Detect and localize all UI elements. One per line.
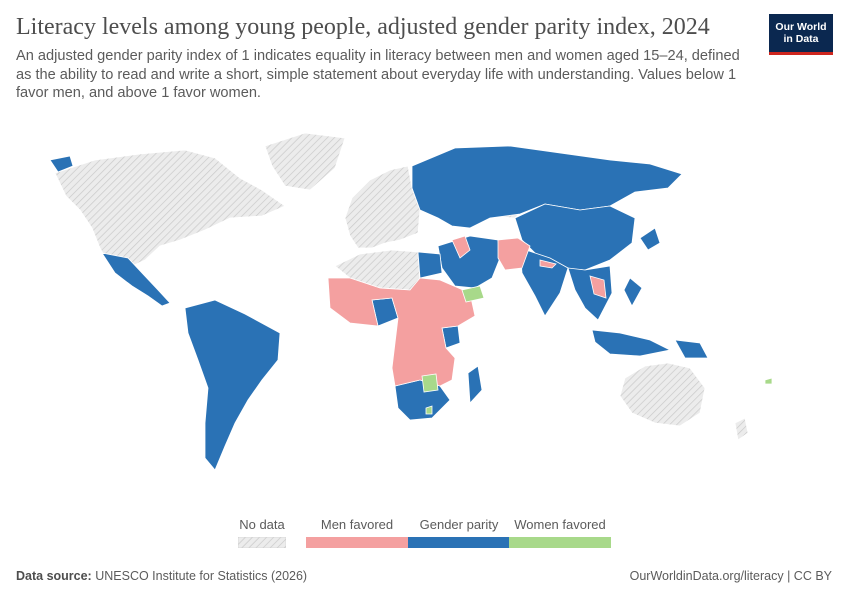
region-madagascar[interactable] <box>467 365 483 404</box>
data-source-label: Data source: <box>16 569 92 583</box>
legend-swatch-men-favored[interactable] <box>306 537 408 548</box>
region-egypt[interactable] <box>417 251 443 279</box>
region-indonesia[interactable] <box>591 329 672 357</box>
region-papua-new-guinea[interactable] <box>674 339 709 359</box>
region-nepal[interactable] <box>539 259 557 269</box>
legend-label-men-favored[interactable]: Men favored <box>320 517 394 532</box>
region-south-america[interactable] <box>184 299 281 471</box>
chart-title: Literacy levels among young people, adju… <box>16 14 710 40</box>
legend-swatch-gender-parity[interactable] <box>408 537 509 548</box>
region-new-zealand[interactable] <box>734 417 749 441</box>
region-lesotho[interactable] <box>425 405 433 415</box>
footer-url[interactable]: OurWorldinData.org/literacy | CC BY <box>629 569 832 583</box>
region-middle-east[interactable] <box>437 235 501 289</box>
region-europe[interactable] <box>344 165 421 249</box>
legend-label-no-data[interactable]: No data <box>239 517 285 532</box>
region-zimbabwe[interactable] <box>421 373 439 393</box>
logo-line-1: Our World <box>775 21 827 33</box>
region-iraq[interactable] <box>451 235 471 259</box>
legend-swatch-women-favored[interactable] <box>509 537 611 548</box>
legend-label-gender-parity[interactable]: Gender parity <box>419 517 499 532</box>
region-pacific-islands[interactable] <box>764 377 773 385</box>
region-north-america[interactable] <box>54 149 286 269</box>
world-map[interactable] <box>0 118 850 513</box>
legend: No data Men favored Gender parity Women … <box>0 517 850 551</box>
region-india[interactable] <box>519 247 569 317</box>
data-source-link[interactable]: UNESCO Institute for Statistics (2026) <box>95 569 308 583</box>
region-laos[interactable] <box>589 275 607 299</box>
region-yemen[interactable] <box>461 285 485 303</box>
legend-swatch-no-data[interactable] <box>238 537 286 548</box>
region-alaska[interactable] <box>49 155 74 173</box>
region-greenland[interactable] <box>264 132 346 191</box>
region-mexico-central-america[interactable] <box>101 252 171 307</box>
region-philippines-japan[interactable] <box>623 227 661 307</box>
region-australia[interactable] <box>619 362 706 427</box>
logo-line-2: in Data <box>783 33 819 45</box>
region-afghanistan-pakistan[interactable] <box>497 237 531 271</box>
chart-subtitle: An adjusted gender parity index of 1 ind… <box>16 48 740 101</box>
region-west-central-africa[interactable] <box>327 277 476 387</box>
owid-logo[interactable]: Our World in Data <box>769 14 833 55</box>
region-southern-africa[interactable] <box>394 379 451 421</box>
data-source: Data source: UNESCO Institute for Statis… <box>16 569 307 583</box>
legend-label-women-favored[interactable]: Women favored <box>514 517 606 532</box>
